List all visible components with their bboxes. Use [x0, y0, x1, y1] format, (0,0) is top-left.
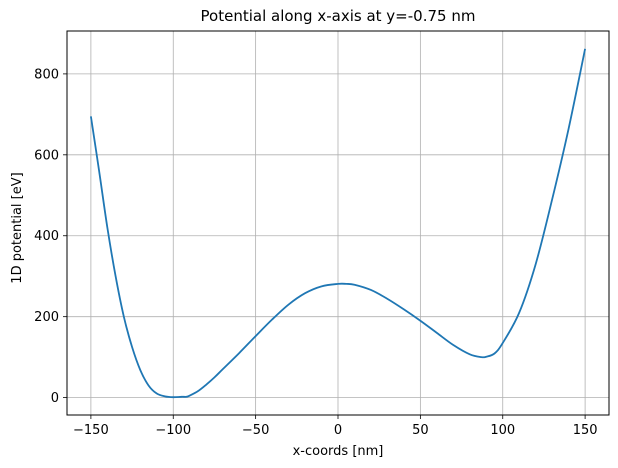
x-tick-label: 100: [490, 423, 515, 438]
y-tick-label: 800: [34, 67, 59, 82]
x-axis-label: x-coords [nm]: [293, 444, 384, 459]
y-axis-label: 1D potential [eV]: [10, 172, 25, 283]
x-tick-label: −150: [73, 423, 109, 438]
chart-title: Potential along x-axis at y=-0.75 nm: [201, 7, 476, 25]
x-tick-label: 150: [573, 423, 598, 438]
x-axis: −150 −100 −50 0 50 100 150: [73, 415, 598, 438]
series-line: [90, 48, 586, 399]
x-tick-label: −100: [155, 423, 191, 438]
y-tick-label: 200: [34, 310, 59, 325]
grid-lines: [67, 31, 609, 415]
y-tick-label: 600: [34, 148, 59, 163]
x-tick-label: 50: [412, 423, 429, 438]
x-tick-label: −50: [242, 423, 269, 438]
y-tick-label: 0: [51, 391, 59, 406]
y-axis: 0 200 400 600 800: [34, 67, 67, 406]
y-tick-label: 400: [34, 229, 59, 244]
x-tick-label: 0: [334, 423, 342, 438]
